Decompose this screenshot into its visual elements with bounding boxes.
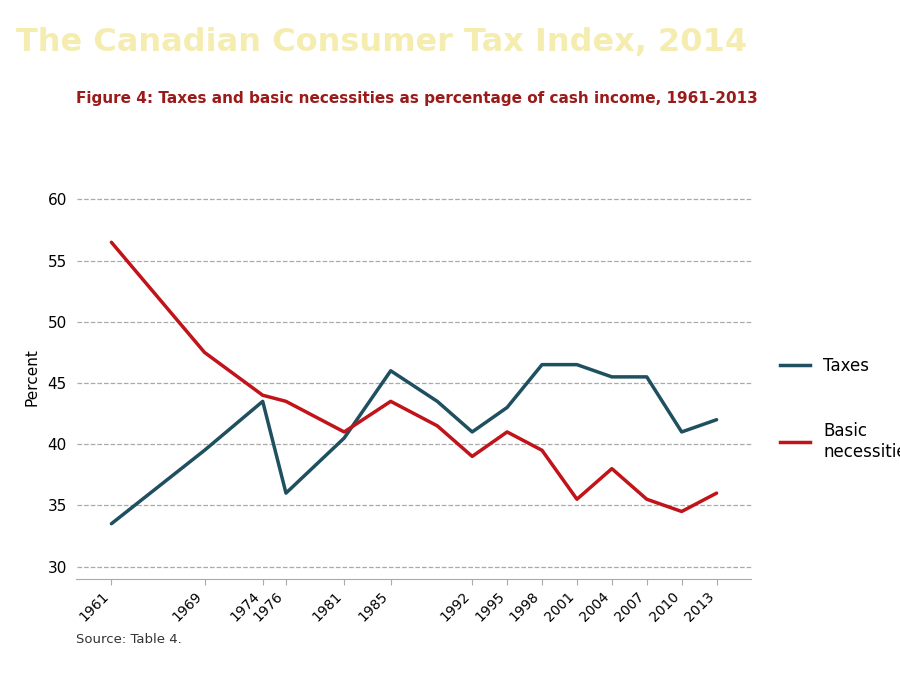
- Legend: Taxes, Basic
necessities: Taxes, Basic necessities: [773, 351, 900, 468]
- Text: The Canadian Consumer Tax Index, 2014: The Canadian Consumer Tax Index, 2014: [16, 27, 747, 58]
- Text: Source: Table 4.: Source: Table 4.: [76, 633, 182, 646]
- Y-axis label: Percent: Percent: [24, 348, 39, 406]
- Text: Figure 4: Taxes and basic necessities as percentage of cash income, 1961-2013: Figure 4: Taxes and basic necessities as…: [76, 91, 758, 106]
